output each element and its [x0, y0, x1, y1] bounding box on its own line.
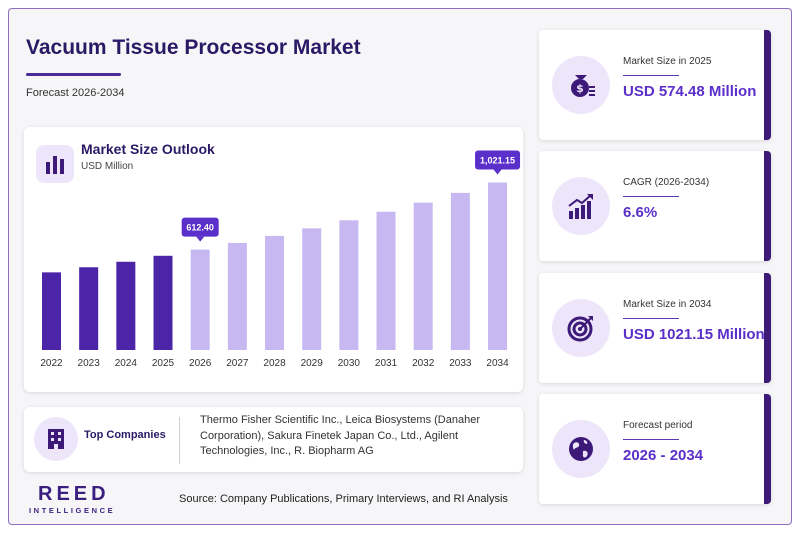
bar-2026 [190, 249, 210, 350]
bar-2030 [339, 220, 359, 350]
top-companies-card: Top Companies Thermo Fisher Scientific I… [24, 407, 523, 472]
kpi-label: Market Size in 2034 [623, 299, 712, 310]
chart-title: Market Size Outlook [81, 141, 215, 157]
bar-chart: 2022 2023 2024 2025 2026 2027 2028 2029 2030 2031… [40, 150, 521, 369]
x-tick-label: 2034 [486, 358, 509, 369]
x-tick-label: 2032 [412, 358, 435, 369]
bar-2027 [227, 242, 247, 350]
page-subtitle: Forecast 2026-2034 [26, 87, 125, 99]
x-tick-label: 2023 [78, 358, 101, 369]
kpi-cagr: CAGR (2026-2034) 6.6% [539, 151, 771, 261]
x-tick-label: 2030 [338, 358, 361, 369]
kpi-value: 6.6% [623, 204, 658, 221]
bar-2029 [302, 228, 322, 350]
kpi-rule [623, 75, 679, 76]
bar-chart-icon [36, 145, 74, 183]
kpi-value: 2026 - 2034 [623, 447, 704, 464]
kpi-label: CAGR (2026-2034) [623, 177, 710, 188]
x-tick-label: 2026 [189, 358, 212, 369]
kpi-label: Market Size in 2025 [623, 56, 712, 67]
kpi-market-size-2034: Market Size in 2034 USD 1021.15 Million [539, 273, 771, 383]
kpi-value: USD 574.48 Million [623, 83, 757, 100]
svg-text:612.40: 612.40 [186, 223, 214, 233]
bar-2023 [79, 267, 99, 350]
globe-icon [552, 420, 610, 478]
building-icon [34, 417, 78, 461]
kpi-rule [623, 318, 679, 319]
x-tick-label: 2024 [115, 358, 138, 369]
bar-2031 [376, 211, 396, 350]
bar-2022 [42, 272, 61, 350]
chart-card: Market Size Outlook USD Million 2022 2023… [24, 127, 523, 392]
svg-text:$: $ [576, 82, 584, 95]
x-tick-label: 2029 [301, 358, 324, 369]
svg-text:1,021.15: 1,021.15 [480, 156, 515, 166]
x-tick-label: 2031 [375, 358, 398, 369]
brand-logo-subtitle: INTELLIGENCE [29, 506, 116, 515]
bar-2032 [413, 202, 433, 350]
page-title: Vacuum Tissue Processor Market [26, 36, 361, 59]
data-label-2034: 1,021.15 [475, 150, 521, 175]
money-bag-icon: $ [552, 56, 610, 114]
kpi-market-size-2025: $ Market Size in 2025 USD 574.48 Million [539, 30, 771, 140]
target-icon [552, 299, 610, 357]
title-underline [26, 73, 121, 76]
x-tick-label: 2028 [263, 358, 286, 369]
source-note: Source: Company Publications, Primary In… [179, 493, 508, 505]
kpi-value: USD 1021.15 Million [623, 326, 765, 343]
bar-2034 [488, 182, 508, 350]
divider [179, 417, 180, 464]
bar-2033 [450, 192, 470, 350]
x-tick-label: 2027 [226, 358, 249, 369]
bar-2025 [153, 255, 173, 350]
chart-unit: USD Million [81, 161, 134, 172]
bar-2024 [116, 261, 136, 350]
companies-list: Thermo Fisher Scientific Inc., Leica Bio… [200, 414, 480, 457]
data-label-2026: 612.40 [181, 217, 219, 242]
top-companies-label: Top Companies [84, 429, 166, 441]
x-tick-label: 2025 [152, 358, 175, 369]
growth-chart-icon [552, 177, 610, 235]
kpi-label: Forecast period [623, 420, 693, 431]
brand-logo: REED [38, 483, 110, 505]
kpi-rule [623, 196, 679, 197]
kpi-rule [623, 439, 679, 440]
kpi-forecast-period: Forecast period 2026 - 2034 [539, 394, 771, 504]
x-tick-label: 2033 [449, 358, 472, 369]
x-tick-label: 2022 [40, 358, 63, 369]
bar-2028 [265, 235, 285, 350]
